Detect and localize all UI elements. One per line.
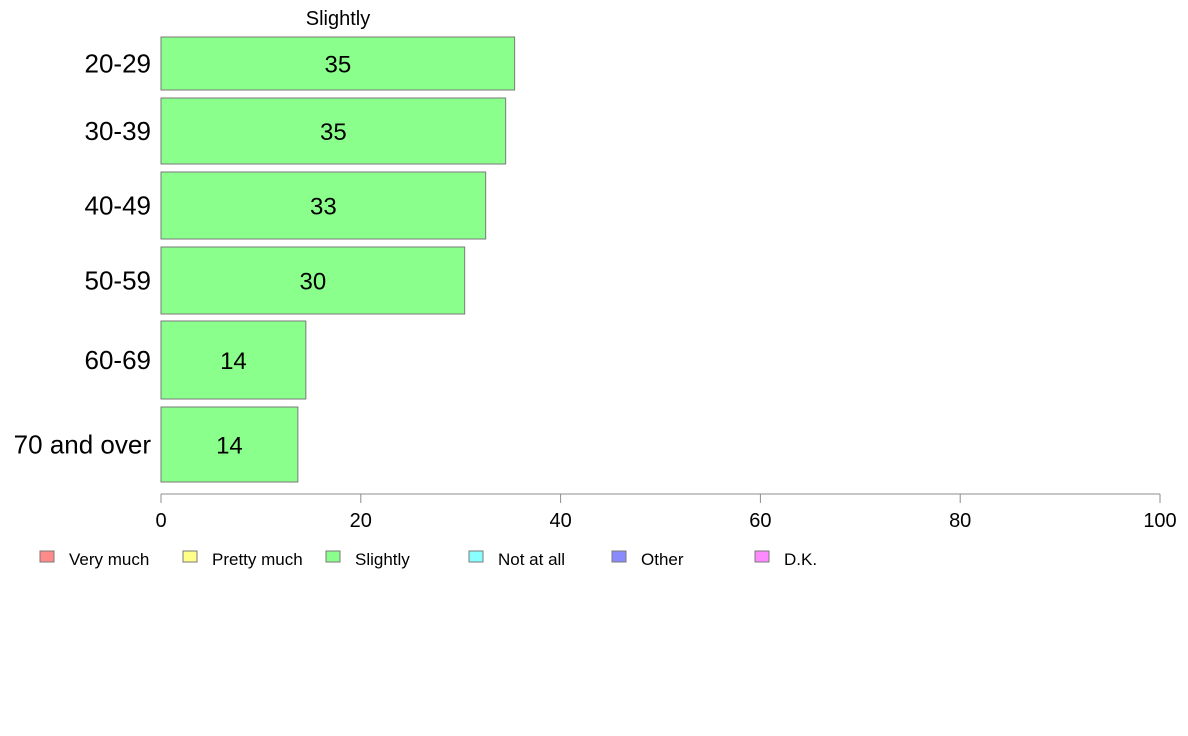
x-tick-label: 20	[350, 510, 372, 532]
x-tick-label: 80	[949, 510, 971, 532]
category-label: 40-49	[85, 191, 152, 221]
category-label: 20-29	[85, 49, 152, 79]
bar-2	[160, 171, 487, 240]
legend-swatch	[325, 550, 341, 563]
bar-0	[160, 36, 516, 91]
bar-1	[160, 97, 507, 165]
legend-label: Very much	[69, 550, 149, 569]
category-label: 50-59	[85, 266, 152, 296]
bar-group: 20-29 35 30-39 35 40-49 33 50-59 30 60-69 14 70 an…	[14, 36, 516, 483]
legend-swatch	[611, 550, 627, 563]
value-label: 33	[310, 194, 337, 221]
value-label: 30	[299, 269, 326, 296]
value-label: 14	[216, 433, 243, 460]
legend: Very much Pretty much Slightly Not at all Ot…	[39, 550, 817, 569]
legend-swatch	[754, 550, 770, 563]
category-label: 60-69	[85, 345, 152, 375]
x-tick-label: 60	[749, 510, 771, 532]
value-label: 35	[320, 119, 347, 146]
legend-label: Other	[641, 550, 684, 569]
legend-label: Not at all	[498, 550, 565, 569]
x-tick-label: 40	[549, 510, 571, 532]
category-label: 70 and over	[14, 430, 152, 460]
value-label: 14	[220, 348, 247, 375]
legend-label: Pretty much	[212, 550, 303, 569]
legend-swatch	[39, 550, 55, 563]
legend-label: Slightly	[355, 550, 410, 569]
x-tick-label: 100	[1143, 510, 1176, 532]
legend-swatch	[468, 550, 484, 563]
chart-title: Slightly	[306, 8, 370, 30]
legend-label: D.K.	[784, 550, 817, 569]
x-tick-label: 0	[155, 510, 166, 532]
legend-swatch	[182, 550, 198, 563]
value-label: 35	[324, 52, 351, 79]
bar-4	[160, 320, 307, 400]
category-label: 30-39	[85, 116, 152, 146]
bar-5	[160, 406, 299, 483]
x-axis-ticks: 0 20 40 60 80 100	[155, 494, 1177, 532]
bar-3	[160, 246, 466, 315]
